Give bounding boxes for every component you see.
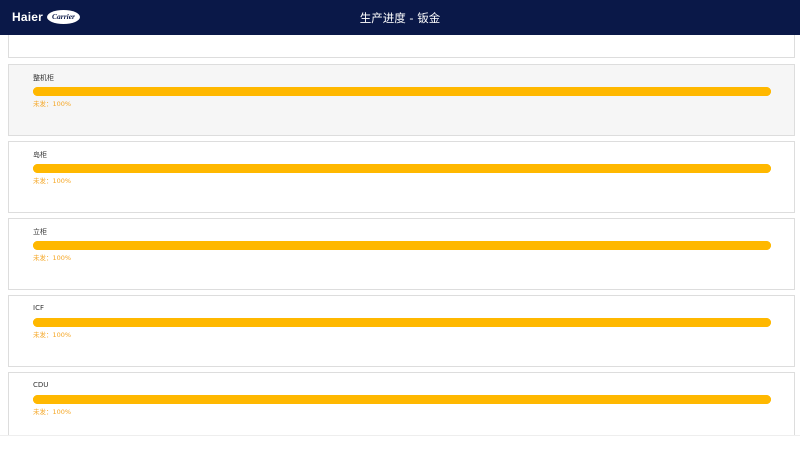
progress-list[interactable]: 整机柜 未发：100% 岛柜 未发：100% 立柜 未发：100% ICF 未发：10… [8, 35, 795, 435]
haier-logo: Haier [12, 10, 44, 24]
list-item[interactable]: 整机柜 未发：100% [8, 64, 795, 136]
header: Haier Carrier 生产进度 - 钣金 [0, 0, 800, 35]
item-status: 未发：100% [33, 331, 72, 339]
list-item[interactable]: 立柜 未发：100% [8, 218, 795, 290]
footer-area [0, 435, 800, 452]
page-title: 生产进度 - 钣金 [359, 11, 441, 25]
progress-fill [33, 241, 771, 250]
progress-bar [33, 395, 771, 404]
progress-fill [33, 164, 771, 173]
item-name: 整机柜 [33, 74, 54, 82]
item-status: 未发：100% [33, 408, 72, 416]
item-name: 岛柜 [33, 151, 47, 159]
item-name: ICF [33, 304, 44, 312]
list-item[interactable]: CDU 未发：100% [8, 372, 795, 435]
item-name: CDU [33, 381, 49, 389]
list-item[interactable]: 岛柜 未发：100% [8, 141, 795, 213]
list-item-partial[interactable] [8, 35, 795, 58]
progress-fill [33, 395, 771, 404]
item-status: 未发：100% [33, 254, 72, 262]
progress-bar [33, 241, 771, 250]
carrier-logo: Carrier [47, 10, 80, 24]
progress-bar [33, 318, 771, 327]
list-item[interactable]: ICF 未发：100% [8, 295, 795, 367]
item-status: 未发：100% [33, 100, 72, 108]
item-name: 立柜 [33, 228, 47, 236]
progress-bar [33, 164, 771, 173]
item-status: 未发：100% [33, 177, 72, 185]
progress-fill [33, 318, 771, 327]
progress-bar [33, 87, 771, 96]
progress-fill [33, 87, 771, 96]
